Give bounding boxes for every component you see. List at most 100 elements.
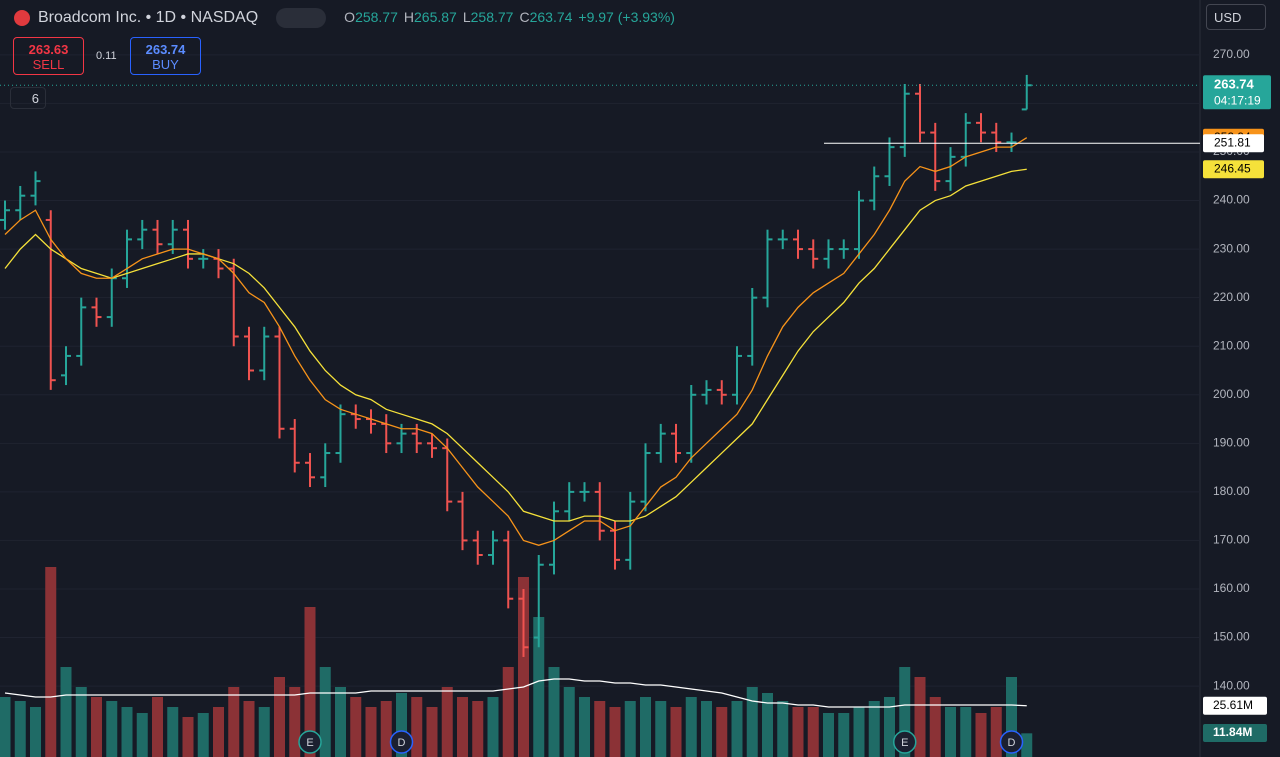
volume-bar — [838, 713, 850, 757]
last-price-bg — [1203, 75, 1271, 110]
volume-bar — [670, 707, 682, 757]
h-value: 265.87 — [414, 9, 457, 25]
event-marker — [389, 730, 414, 754]
volume-bar — [823, 713, 834, 757]
volume-bar — [396, 693, 407, 757]
currency[interactable]: USD — [1206, 4, 1266, 30]
volume-ma-badge-bg — [1203, 696, 1267, 715]
event-marker — [999, 730, 1024, 754]
h-label: H — [403, 9, 415, 25]
volume-bar — [853, 707, 865, 757]
volume-bar — [594, 701, 606, 757]
volume-bar — [975, 713, 987, 757]
volume-bar — [441, 687, 453, 757]
volume-bar — [1021, 733, 1033, 757]
volume-bar — [868, 701, 880, 757]
volume-bar — [106, 701, 118, 757]
volume-bar — [350, 697, 362, 757]
event-marker — [298, 730, 322, 754]
y-tick-label: 230.00 — [1213, 241, 1250, 255]
volume-bar — [579, 697, 590, 757]
volume-bar — [884, 697, 895, 757]
volume-bar — [167, 707, 179, 757]
y-tick-label: 200.00 — [1213, 387, 1250, 401]
y-tick-label: 160.00 — [1213, 581, 1250, 595]
sell-label: SELL — [32, 57, 65, 72]
status-pill[interactable] — [276, 8, 327, 28]
volume-bar — [563, 687, 575, 757]
volume-bar — [518, 577, 529, 757]
volume-bar — [457, 697, 468, 757]
indicators-toggle[interactable]: 6 — [10, 87, 46, 109]
volume-bar — [152, 697, 163, 757]
volume-bar — [289, 687, 301, 757]
volume-bar — [731, 701, 743, 757]
volume-bar — [548, 667, 560, 757]
buy-button[interactable]: 263.74 BUY — [130, 37, 201, 75]
y-tick-label: 180.00 — [1213, 484, 1250, 498]
volume-bar — [91, 697, 102, 757]
l-value: 258.77 — [470, 9, 514, 25]
header: Broadcom Inc. • 1D • NASDAQ O258.77 H265.… — [14, 8, 681, 28]
volume-bar — [304, 607, 316, 757]
volume-bar — [0, 697, 11, 757]
volume-bar — [60, 667, 72, 757]
countdown: 04:17:19 — [1214, 93, 1261, 107]
volume-bar — [380, 701, 392, 757]
volume-bar — [228, 687, 240, 757]
volume-bar — [807, 707, 819, 757]
volume-bar — [609, 707, 621, 757]
y-tick-label: 210.00 — [1213, 338, 1250, 352]
c-value: 263.74 — [529, 9, 573, 25]
volume-bar — [14, 701, 26, 757]
volume-bar — [274, 677, 285, 757]
volume-bar — [990, 707, 1002, 757]
ma-slow-badge-bg — [1203, 160, 1264, 179]
volume-bar — [762, 693, 773, 757]
volume-bar — [716, 707, 728, 757]
event-label: E — [306, 737, 313, 749]
volume-badge-bg — [1203, 724, 1267, 742]
hline-badge: 251.81 — [1214, 135, 1251, 149]
buy-price: 263.74 — [145, 42, 186, 57]
ma-slow-badge: 246.45 — [1214, 161, 1251, 175]
o-label: O — [344, 9, 356, 25]
volume-badge: 11.84M — [1213, 725, 1252, 739]
change: +9.97 (+3.93%) — [578, 9, 675, 25]
volume-bar — [365, 707, 377, 757]
y-tick-label: 240.00 — [1213, 193, 1250, 207]
volume-bar — [182, 717, 194, 757]
volume-ma-line — [4, 678, 1027, 708]
event-label: D — [1008, 737, 1016, 749]
symbol[interactable]: Broadcom Inc. • 1D • NASDAQ — [38, 9, 259, 26]
volume-bar — [914, 677, 926, 757]
volume-bar — [746, 687, 758, 757]
spread: 0.11 — [96, 50, 117, 62]
volume-bar — [640, 697, 651, 757]
buy-label: BUY — [152, 57, 179, 72]
volume-bar — [75, 687, 87, 757]
sell-button[interactable]: 263.63 SELL — [13, 37, 84, 75]
logo — [14, 10, 30, 26]
volume-bar — [213, 707, 224, 757]
volume-ma-badge: 25.61M — [1213, 698, 1253, 712]
volume-bar — [121, 707, 133, 757]
volume-bar — [945, 707, 956, 757]
ma-slow-line — [4, 168, 1027, 522]
c-label: C — [519, 9, 530, 25]
volume-bar — [655, 701, 667, 757]
y-tick-label: 270.00 — [1213, 47, 1250, 61]
volume-bar — [487, 697, 499, 757]
volume-bar — [1006, 677, 1017, 757]
volume-bar — [426, 707, 438, 757]
last-price: 263.74 — [1214, 77, 1255, 92]
event-marker — [893, 730, 917, 754]
volume-bar — [899, 667, 911, 757]
volume-bar — [136, 713, 148, 757]
y-tick-label: 170.00 — [1213, 533, 1250, 547]
event-label: D — [398, 737, 406, 749]
volume-bar — [624, 701, 636, 757]
volume-bar — [960, 707, 972, 757]
o-value: 258.77 — [355, 9, 398, 25]
